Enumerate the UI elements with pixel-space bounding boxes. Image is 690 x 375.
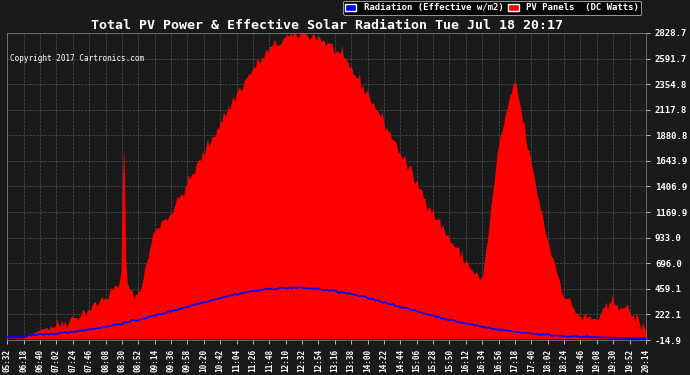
Legend: Radiation (Effective w/m2), PV Panels  (DC Watts): Radiation (Effective w/m2), PV Panels (D… — [343, 1, 642, 15]
Text: Copyright 2017 Cartronics.com: Copyright 2017 Cartronics.com — [10, 54, 145, 63]
Title: Total PV Power & Effective Solar Radiation Tue Jul 18 20:17: Total PV Power & Effective Solar Radiati… — [90, 19, 562, 32]
